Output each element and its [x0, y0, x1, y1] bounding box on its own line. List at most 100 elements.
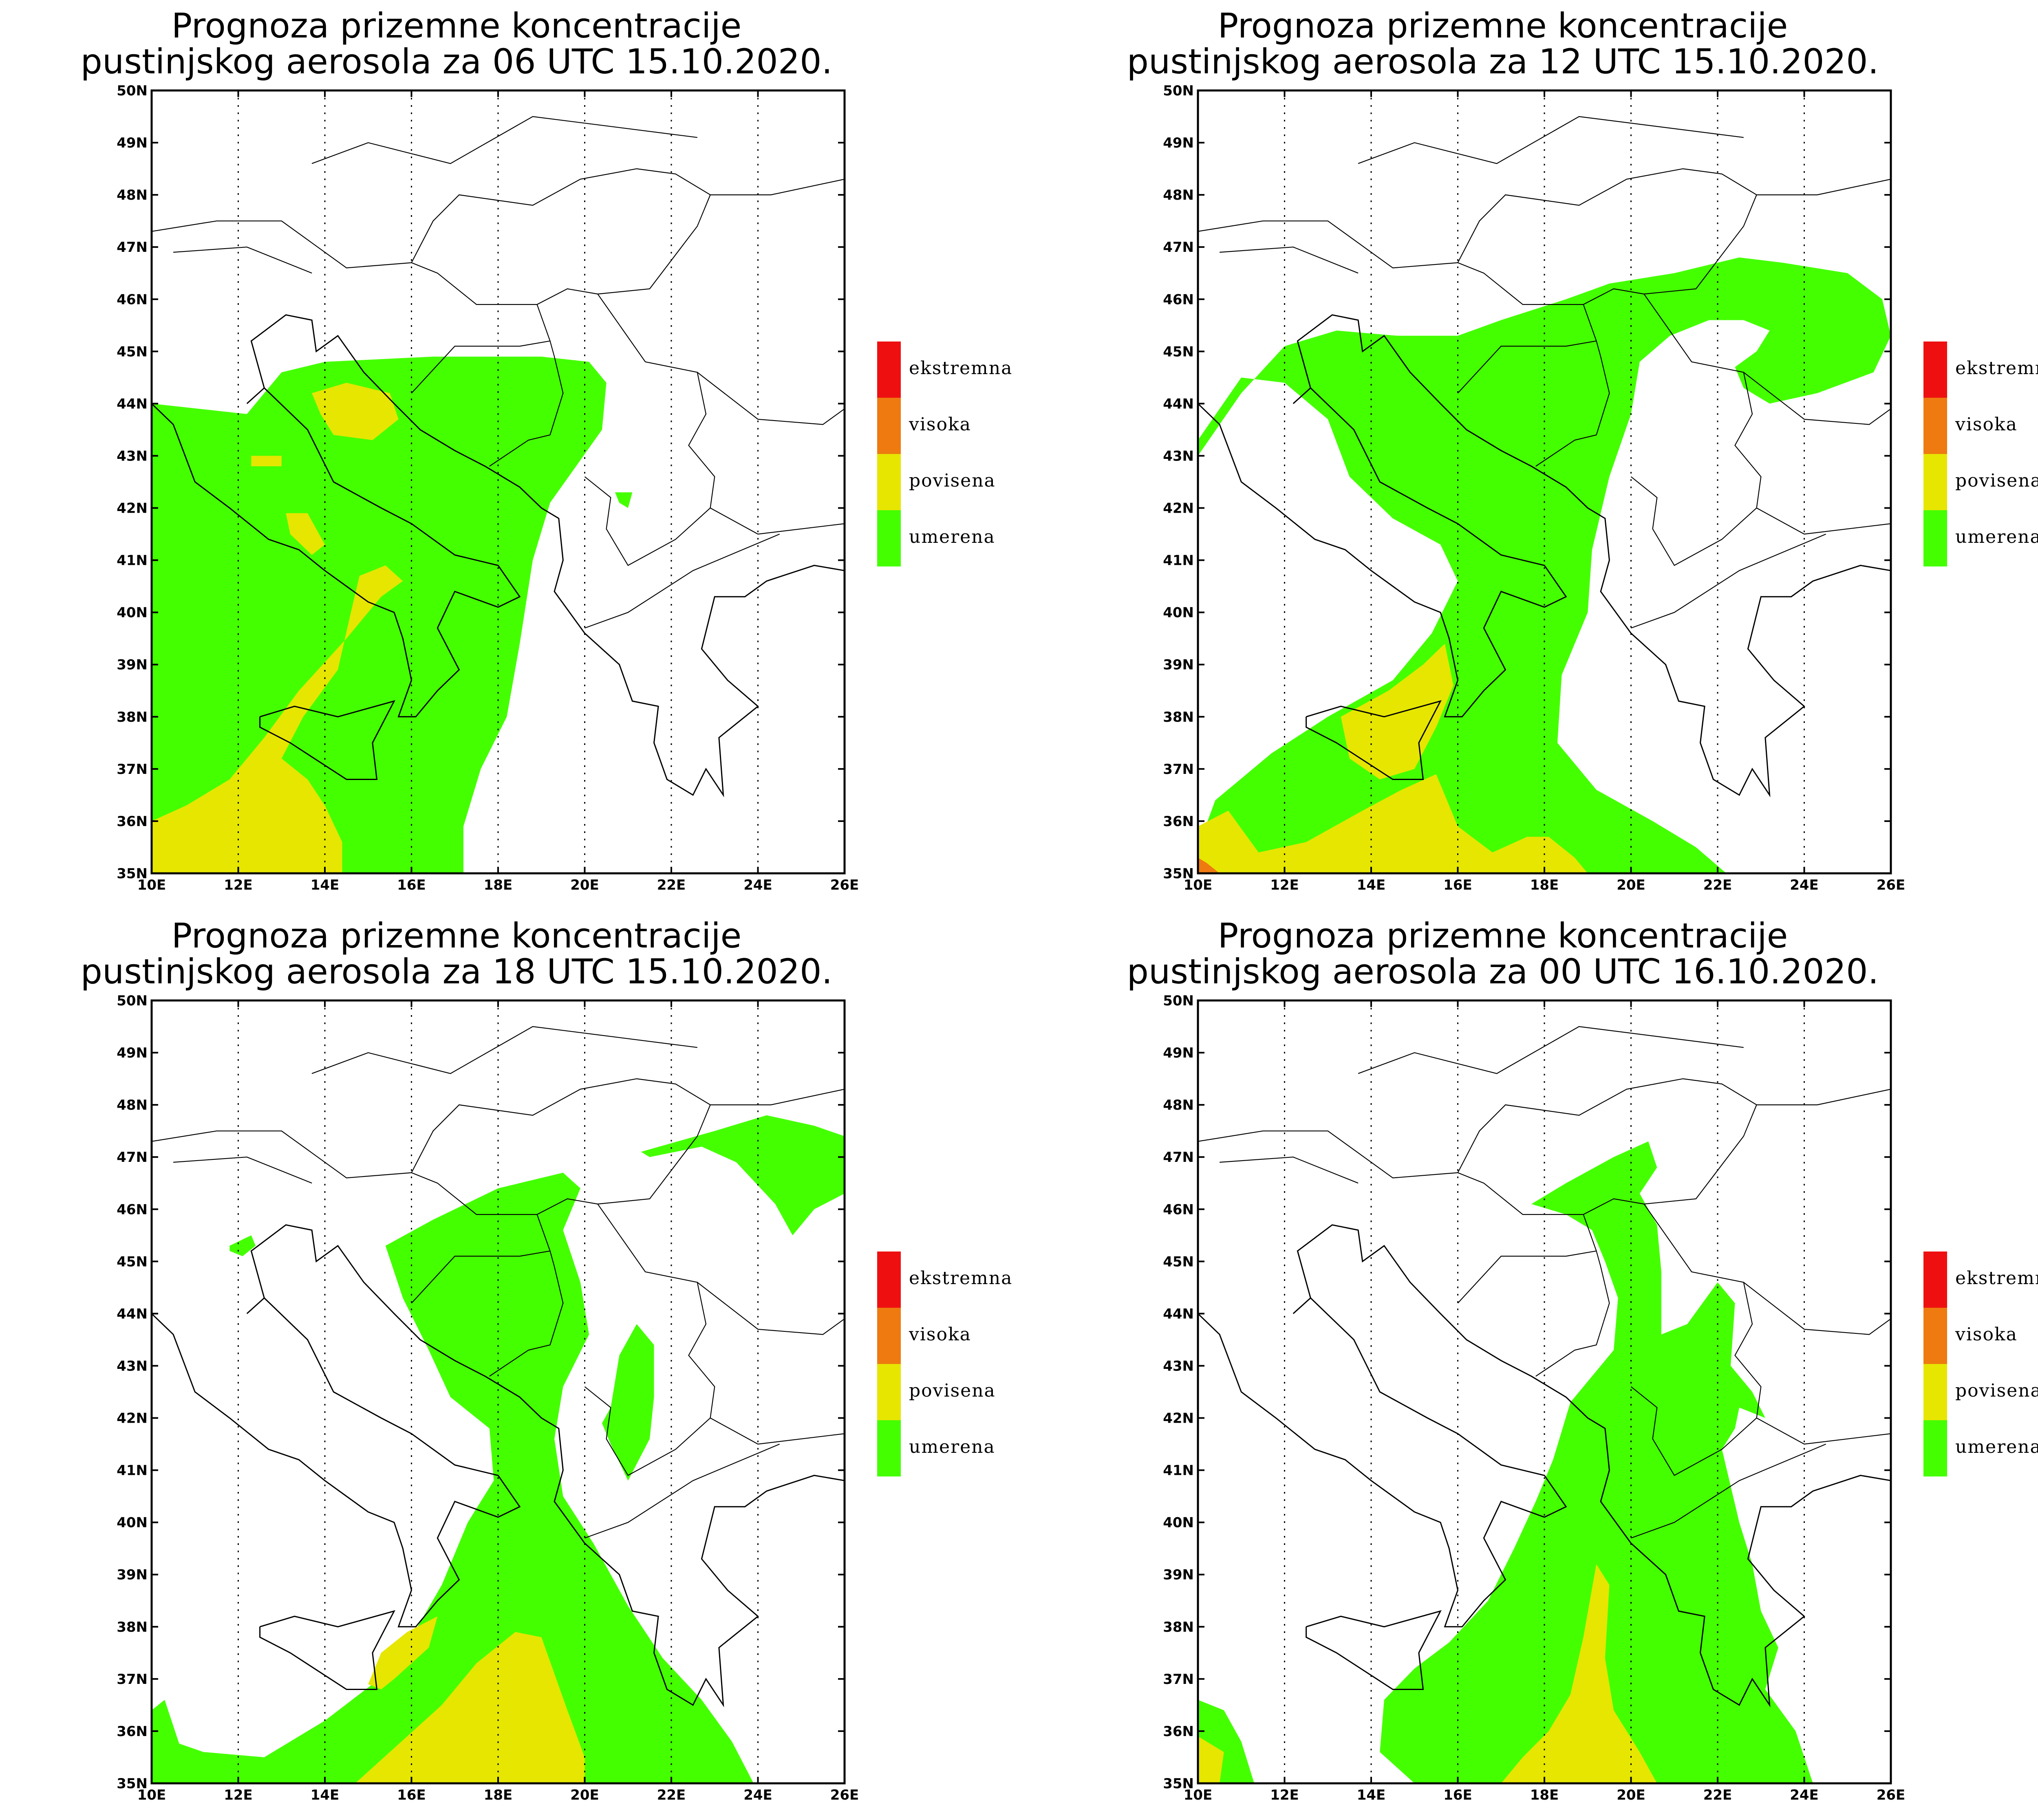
lon-tick-label: 12E: [1270, 1787, 1299, 1803]
map-svg: Prognoza prizemne koncentracije pustinjs…: [1127, 6, 2038, 893]
country-border: [1220, 1157, 1359, 1184]
aerosol-area: [1198, 857, 1220, 873]
legend-swatch: [1923, 1252, 1947, 1308]
lat-tick-label: 35N: [1163, 1776, 1194, 1792]
lat-tick-label: 40N: [117, 605, 148, 621]
legend-label: povisena: [1955, 1380, 2038, 1401]
lat-tick-label: 48N: [117, 187, 148, 203]
country-border: [1198, 220, 1610, 467]
lon-tick-label: 24E: [743, 1787, 772, 1803]
lat-tick-label: 41N: [1163, 1463, 1194, 1479]
country-border: [584, 293, 715, 566]
coastline: [246, 314, 845, 798]
legend-swatch: [1923, 510, 1947, 566]
lon-tick-label: 20E: [570, 1787, 599, 1803]
map-content: [152, 1000, 845, 1783]
lat-tick-label: 42N: [1163, 500, 1194, 517]
legend-label: ekstremna: [909, 1268, 1012, 1289]
lat-tick-label: 43N: [117, 448, 148, 464]
lon-tick-label: 20E: [570, 877, 599, 893]
lat-tick-label: 38N: [1163, 709, 1194, 725]
lat-tick-label: 45N: [1163, 1254, 1194, 1270]
lon-tick-label: 10E: [1184, 1787, 1213, 1803]
country-border: [411, 1250, 550, 1304]
lon-tick-label: 12E: [1270, 877, 1299, 893]
map-content: [1198, 1000, 1891, 1783]
aerosol-area: [615, 492, 633, 508]
lat-tick-label: 50N: [117, 83, 148, 99]
lat-tick-label: 46N: [117, 1201, 148, 1218]
lat-tick-label: 48N: [1163, 187, 1194, 203]
country-border: [1756, 507, 1891, 535]
panel-title-line1: Prognoza prizemne koncentracije: [1218, 6, 1788, 46]
map-svg: Prognoza prizemne koncentracije pustinjs…: [81, 6, 1012, 893]
legend-label: umerena: [909, 1437, 995, 1457]
lat-tick-label: 49N: [117, 1045, 148, 1061]
lon-tick-label: 18E: [1530, 877, 1559, 893]
lon-tick-label: 20E: [1617, 1787, 1645, 1803]
lat-tick-label: 37N: [117, 1671, 148, 1688]
aerosol-area: [355, 1632, 585, 1783]
country-border: [697, 1282, 845, 1335]
lon-tick-label: 16E: [1443, 1787, 1472, 1803]
lon-tick-label: 12E: [224, 877, 253, 893]
legend-label: ekstremna: [1955, 1268, 2038, 1289]
map-svg: Prognoza prizemne koncentracije pustinjs…: [81, 916, 1012, 1803]
lat-tick-label: 35N: [1163, 866, 1194, 882]
country-border: [311, 116, 697, 164]
lat-tick-label: 41N: [117, 553, 148, 569]
panel-title-line1: Prognoza prizemne koncentracije: [172, 916, 742, 956]
country-border: [1220, 247, 1359, 274]
map-panel-18utc: Prognoza prizemne koncentracije pustinjs…: [0, 910, 1046, 1820]
legend-label: visoka: [1955, 414, 2018, 435]
coastline: [1198, 1297, 1567, 1628]
lat-tick-label: 36N: [1163, 813, 1194, 830]
country-border: [584, 1443, 780, 1539]
legend-label: visoka: [909, 1324, 971, 1345]
lat-tick-label: 39N: [117, 657, 148, 673]
lat-tick-label: 39N: [117, 1567, 148, 1583]
map-panel-06utc: Prognoza prizemne koncentracije pustinjs…: [0, 0, 1046, 910]
panel-title-line2: pustinjskog aerosola za 18 UTC 15.10.202…: [81, 952, 833, 992]
country-border: [173, 1157, 312, 1184]
country-border: [1756, 1088, 1891, 1106]
lat-tick-label: 46N: [1163, 291, 1194, 308]
legend-swatch: [877, 1364, 901, 1420]
lon-tick-label: 26E: [830, 877, 859, 893]
country-border: [1358, 1026, 1744, 1074]
country-border: [1630, 293, 1762, 566]
lat-tick-label: 35N: [117, 1776, 148, 1792]
legend-label: povisena: [1955, 470, 2038, 491]
lat-tick-label: 49N: [117, 135, 148, 151]
lat-tick-label: 49N: [1163, 1045, 1194, 1061]
map-panel-12utc: Prognoza prizemne koncentracije pustinjs…: [1046, 0, 2038, 910]
lat-tick-label: 41N: [117, 1463, 148, 1479]
lon-tick-label: 18E: [484, 877, 513, 893]
lat-tick-label: 42N: [117, 1410, 148, 1427]
lat-tick-label: 43N: [117, 1358, 148, 1374]
lat-tick-label: 47N: [1163, 239, 1194, 256]
coastline: [152, 1297, 521, 1628]
lat-tick-label: 48N: [1163, 1097, 1194, 1113]
country-border: [1457, 340, 1597, 394]
aerosol-area: [1198, 1564, 1657, 1783]
lat-tick-label: 40N: [1163, 605, 1194, 621]
country-border: [710, 1088, 845, 1106]
coastline: [1292, 314, 1891, 798]
lon-tick-label: 10E: [137, 1787, 166, 1803]
panel-title-line1: Prognoza prizemne koncentracije: [1218, 916, 1788, 956]
lon-tick-label: 26E: [1877, 877, 1906, 893]
lat-tick-label: 42N: [117, 500, 148, 517]
aerosol-area: [1341, 643, 1454, 780]
aerosol-area: [1198, 774, 1588, 873]
panel-title-line2: pustinjskog aerosola za 12 UTC 15.10.202…: [1127, 42, 1879, 82]
map-panel-00utc: Prognoza prizemne koncentracije pustinjs…: [1046, 910, 2038, 1820]
legend-swatch: [1923, 1308, 1947, 1364]
coastline: [1198, 387, 1567, 718]
coastline: [259, 700, 395, 780]
lon-tick-label: 16E: [1443, 877, 1472, 893]
country-border: [584, 1203, 715, 1476]
lat-tick-label: 38N: [117, 709, 148, 725]
country-border: [1198, 1130, 1610, 1377]
lat-tick-label: 38N: [117, 1619, 148, 1635]
